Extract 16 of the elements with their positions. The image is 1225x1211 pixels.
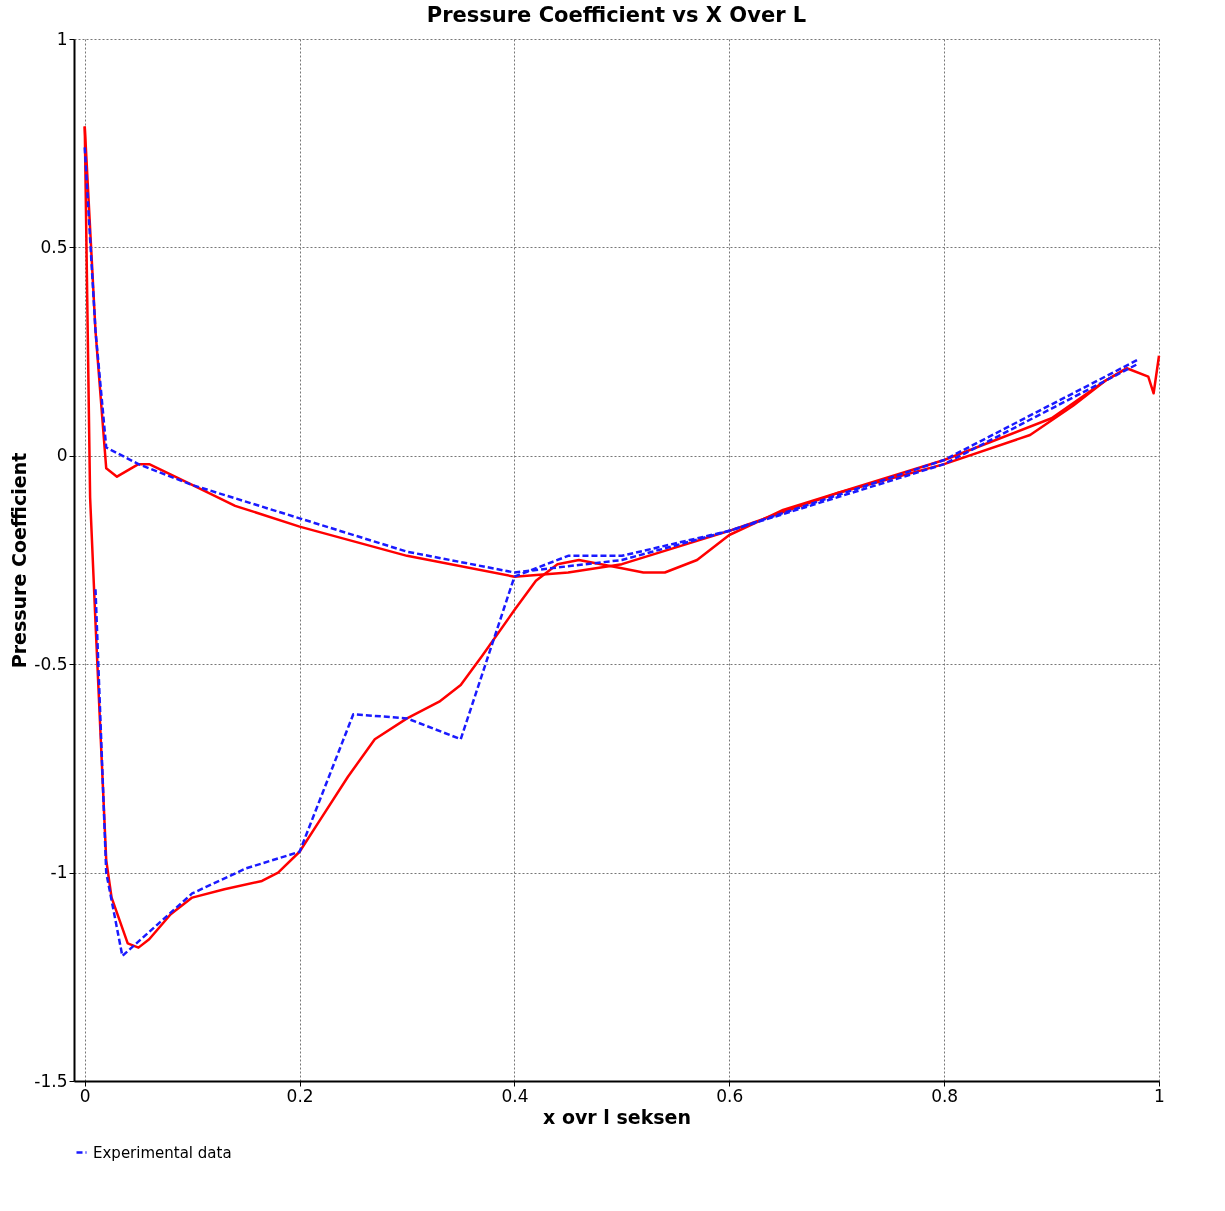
legend-label: Experimental data	[93, 1143, 232, 1162]
x-tick-label: 0.6	[716, 1085, 744, 1106]
chart-title: Pressure Coefficient vs X Over L	[426, 3, 807, 27]
x-axis-title: x ovr l seksen	[543, 1105, 691, 1128]
y-tick-label: -0.5	[34, 653, 68, 674]
y-tick-label: 1	[56, 28, 68, 49]
y-tick-label: 0	[56, 445, 68, 466]
x-tick-label: 0.8	[931, 1085, 959, 1106]
x-tick-label: 0.2	[286, 1085, 314, 1106]
x-tick-label: 1	[1154, 1085, 1165, 1106]
y-axis-title: Pressure Coefficient	[8, 452, 31, 669]
y-tick-label: -1	[50, 862, 68, 883]
y-tick-label: 0.5	[40, 236, 68, 257]
x-tick-label: 0	[79, 1085, 91, 1106]
x-tick-label: 0.4	[501, 1085, 529, 1106]
y-tick-label: -1.5	[34, 1070, 68, 1091]
